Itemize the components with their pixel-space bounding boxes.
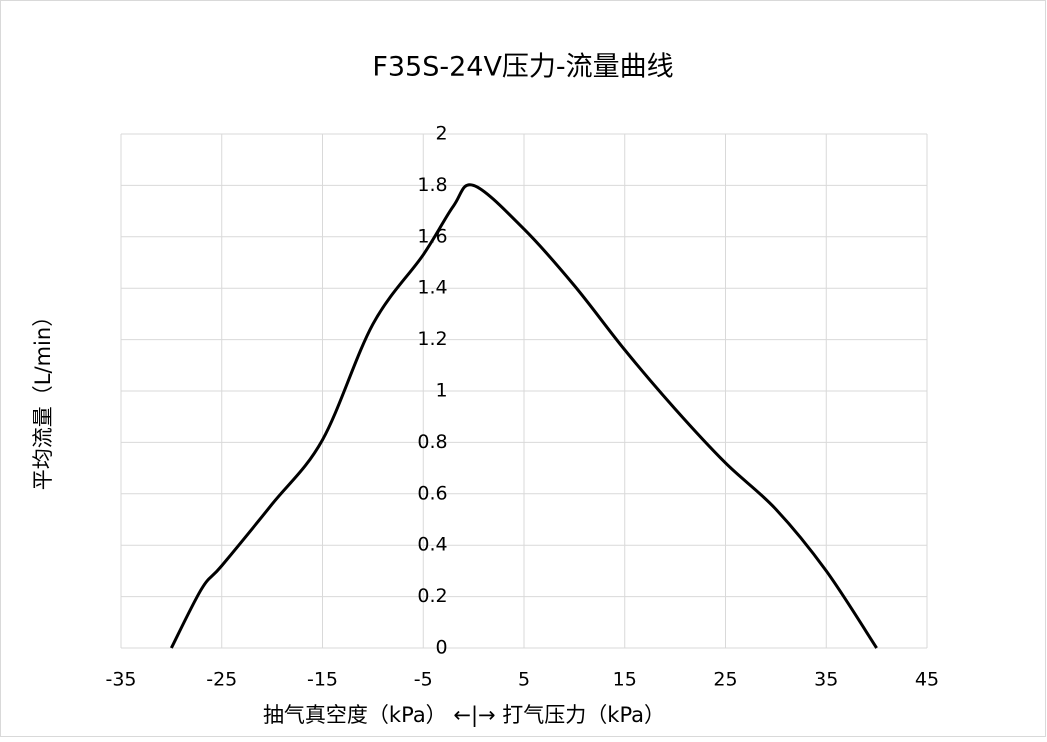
- y-tick-label: 1.2: [417, 328, 447, 350]
- y-tick-label: 0.4: [417, 534, 447, 556]
- y-tick-label: 1.4: [417, 277, 447, 299]
- x-axis-title: 抽气真空度（kPa） ←|→ 打气压力（kPa）: [263, 703, 665, 728]
- y-tick-label: 0.2: [417, 585, 447, 607]
- y-tick-label: 2: [436, 123, 448, 145]
- x-tick-label: 25: [713, 669, 737, 691]
- y-tick-label: 1.6: [417, 225, 447, 247]
- x-tick-label: -5: [414, 669, 433, 691]
- data-line: [170, 183, 878, 649]
- x-tick-label: -25: [206, 669, 237, 691]
- y-tick-label: 0: [436, 637, 448, 659]
- x-tick-label: 5: [518, 669, 530, 691]
- x-tick-label: -35: [105, 669, 136, 691]
- y-tick-label: 1.8: [417, 174, 447, 196]
- y-tick-label: 1: [436, 380, 448, 402]
- y-tick-label: 0.8: [417, 431, 447, 453]
- x-tick-label: 15: [613, 669, 637, 691]
- x-tick-label: 35: [814, 669, 838, 691]
- x-tick-label: 45: [915, 669, 939, 691]
- y-axis-title: 平均流量（L/min）: [31, 306, 55, 490]
- x-tick-label: -15: [307, 669, 338, 691]
- chart-title: F35S-24V压力-流量曲线: [372, 52, 673, 83]
- y-tick-label: 0.6: [417, 482, 447, 504]
